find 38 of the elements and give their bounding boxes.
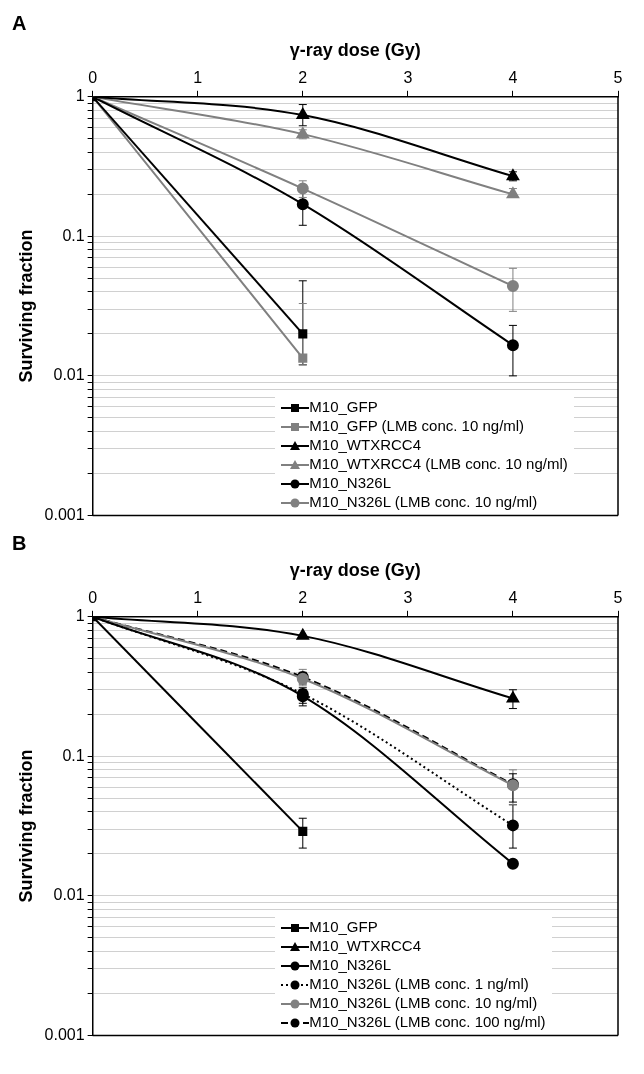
x-tick-label: 1 xyxy=(193,588,203,606)
legend-label: M10_N326L (LMB conc. 10 ng/ml) xyxy=(309,493,538,511)
y-tick-label: 1 xyxy=(75,87,85,105)
y-tick-label: 0.001 xyxy=(44,505,85,523)
legend-label: M10_N326L (LMB conc. 1 ng/ml) xyxy=(309,975,529,993)
y-axis-title: Surviving fraction xyxy=(15,749,36,903)
y-tick-label: 0.1 xyxy=(62,226,85,244)
chart-title: A xyxy=(12,11,27,34)
y-tick-label: 0.01 xyxy=(53,366,85,384)
chart-title: B xyxy=(12,531,27,554)
x-tick-label: 1 xyxy=(193,68,203,86)
x-tick-label: 0 xyxy=(88,588,98,606)
x-tick-label: 2 xyxy=(298,588,308,606)
x-tick-label: 5 xyxy=(613,588,623,606)
x-axis-title: γ-ray dose (Gy) xyxy=(289,39,421,60)
legend-label: M10_N326L xyxy=(309,474,392,492)
x-tick-label: 4 xyxy=(508,68,518,86)
legend-label: M10_N326L xyxy=(309,956,392,974)
legend-label: M10_GFP xyxy=(309,918,378,936)
x-tick-label: 3 xyxy=(403,68,413,86)
y-axis-title: Surviving fraction xyxy=(15,229,36,383)
y-tick-label: 0.001 xyxy=(44,1025,85,1043)
y-tick-label: 0.1 xyxy=(62,746,85,764)
legend-label: M10_N326L (LMB conc. 100 ng/ml) xyxy=(309,1013,546,1031)
x-tick-label: 0 xyxy=(88,68,98,86)
y-tick-label: 0.01 xyxy=(53,886,85,904)
y-tick-label: 1 xyxy=(75,607,85,625)
x-tick-label: 4 xyxy=(508,588,518,606)
x-tick-label: 5 xyxy=(613,68,623,86)
x-tick-label: 3 xyxy=(403,588,413,606)
x-axis-title: γ-ray dose (Gy) xyxy=(289,559,421,580)
legend-label: M10_WTXRCC4 xyxy=(309,436,421,454)
legend-label: M10_GFP xyxy=(309,398,378,416)
legend-label: M10_N326L (LMB conc. 10 ng/ml) xyxy=(309,994,538,1012)
x-tick-label: 2 xyxy=(298,68,308,86)
legend-label: M10_WTXRCC4 xyxy=(309,937,421,955)
legend-label: M10_GFP (LMB conc. 10 ng/ml) xyxy=(309,417,525,435)
legend-label: M10_WTXRCC4 (LMB conc. 10 ng/ml) xyxy=(309,455,568,473)
